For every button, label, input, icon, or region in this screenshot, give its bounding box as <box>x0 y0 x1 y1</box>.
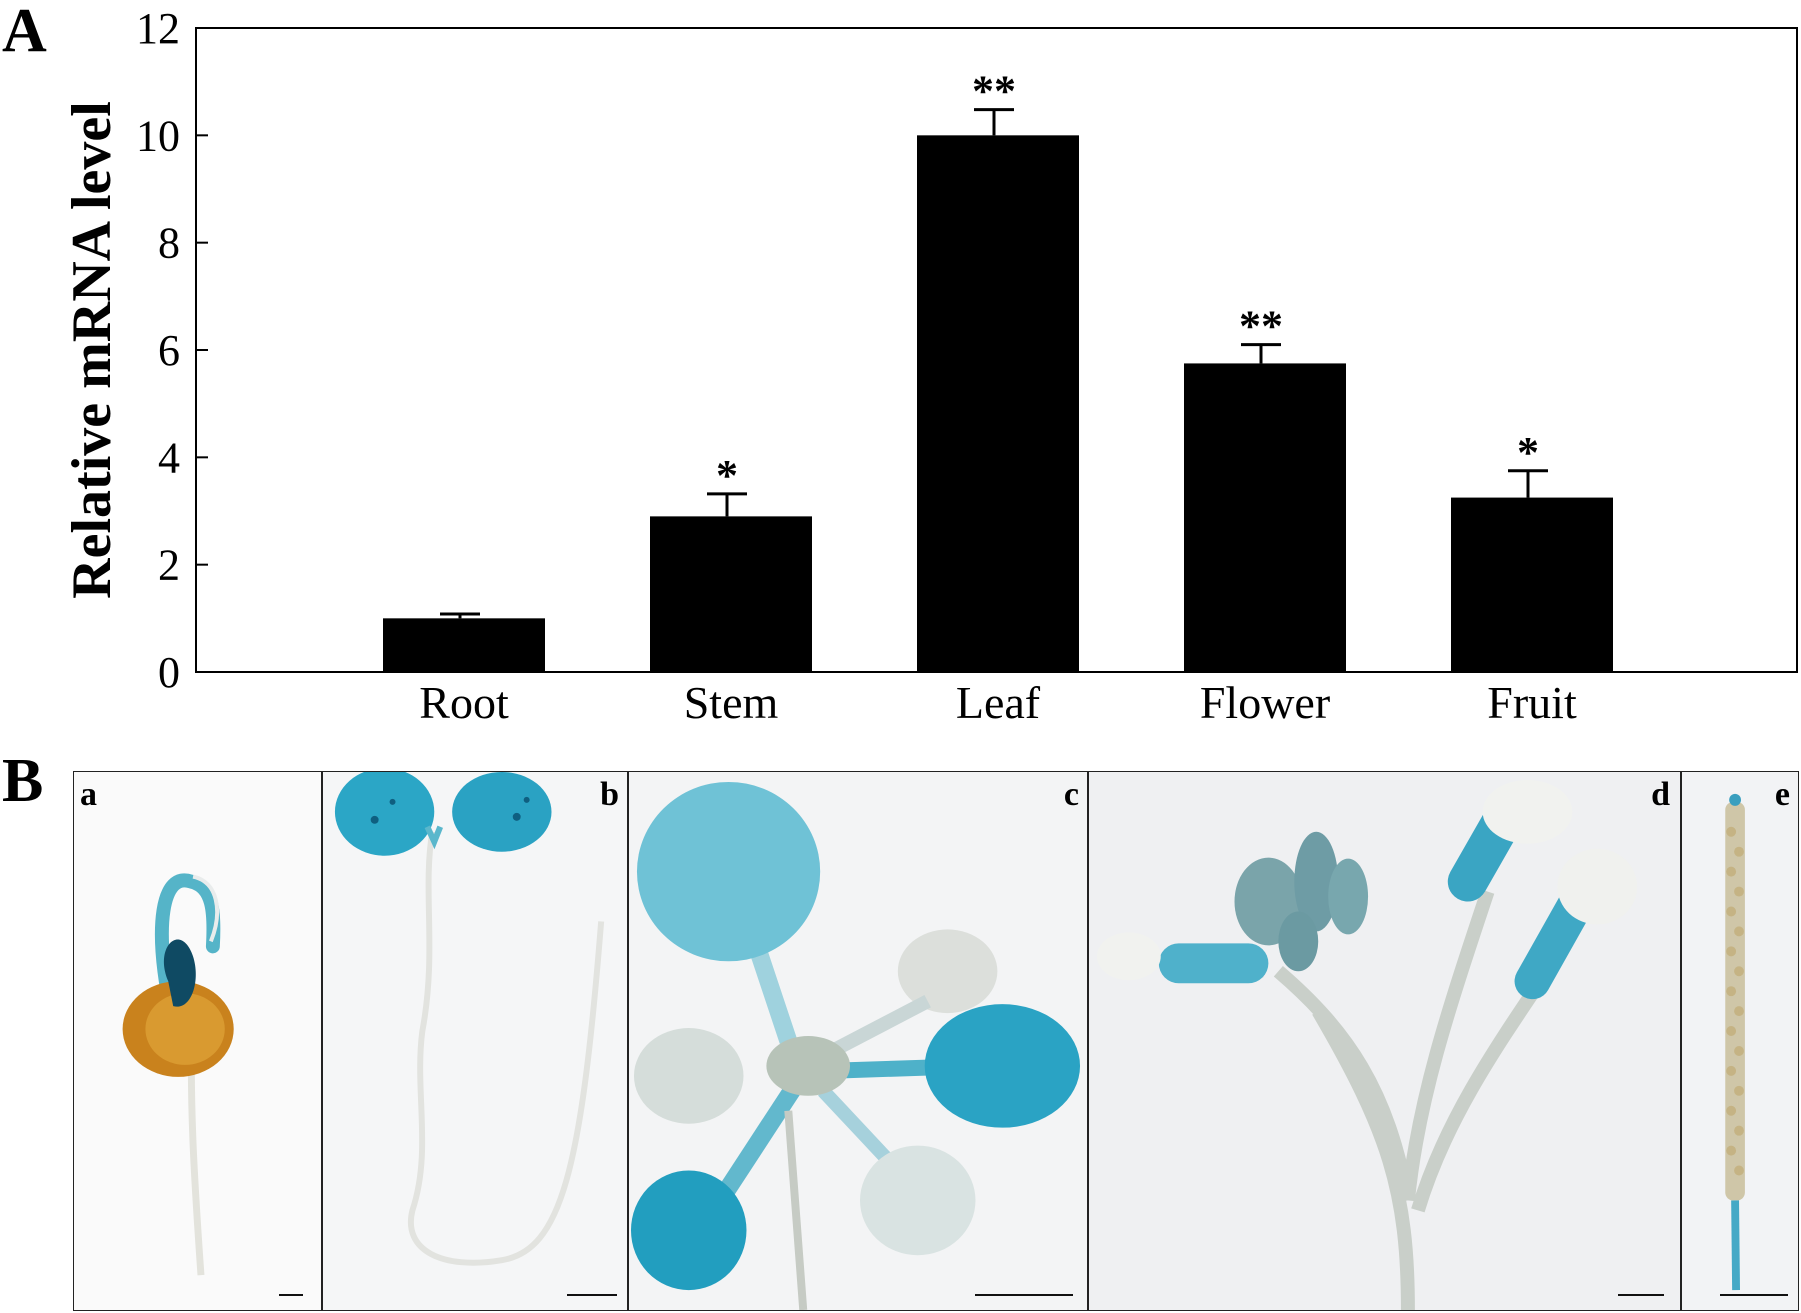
bar-fruit <box>1451 497 1613 672</box>
y-tick-label: 0 <box>158 648 180 697</box>
photo-label-c: c <box>1063 776 1079 813</box>
y-axis-label: Relative mRNA level <box>61 101 123 599</box>
y-tick-label: 10 <box>136 111 180 160</box>
scale-bar-d <box>1618 1294 1664 1296</box>
photo-b-seedling: b <box>322 771 628 1311</box>
y-tick-label: 2 <box>158 541 180 590</box>
x-tick-label-fruit: Fruit <box>1487 677 1577 728</box>
bar-leaf <box>917 135 1079 673</box>
significance-mark: * <box>716 451 738 500</box>
significance-mark: * <box>1517 428 1539 477</box>
scale-bar-b <box>567 1294 617 1296</box>
photo-c-rosette: c <box>628 771 1088 1311</box>
bar-flower <box>1184 363 1346 672</box>
y-tick-label: 12 <box>136 4 180 53</box>
significance-mark: ** <box>1239 302 1283 351</box>
bar-root <box>383 618 545 672</box>
photo-a-seed: a <box>73 771 322 1311</box>
x-tick-label-stem: Stem <box>684 677 779 728</box>
scale-bar-a <box>279 1294 303 1296</box>
y-tick-label: 8 <box>158 219 180 268</box>
photo-label-e: e <box>1774 776 1790 813</box>
x-tick-label-leaf: Leaf <box>956 677 1041 728</box>
x-tick-label-root: Root <box>419 677 509 728</box>
x-tick-label-flower: Flower <box>1200 677 1330 728</box>
y-tick-label: 4 <box>158 433 180 482</box>
panel-letter-a: A <box>2 0 47 65</box>
scale-bar-e <box>1720 1294 1788 1296</box>
panel-letter-b: B <box>2 747 44 815</box>
photo-label-b: b <box>600 776 619 813</box>
significance-mark: ** <box>972 67 1016 116</box>
bar-stem <box>650 516 812 672</box>
photo-label-a: a <box>80 776 97 813</box>
photo-label-d: d <box>1651 776 1670 813</box>
photo-e-silique: e <box>1681 771 1799 1311</box>
photo-d-inflorescence: d <box>1088 771 1681 1311</box>
scale-bar-c <box>975 1294 1073 1296</box>
chart-axes: 0 2 4 6 8 10 12 Root Stem Leaf Flower Fruit <box>136 4 1798 728</box>
y-tick-label: 6 <box>158 326 180 375</box>
chart-bars: ****** <box>383 67 1613 673</box>
